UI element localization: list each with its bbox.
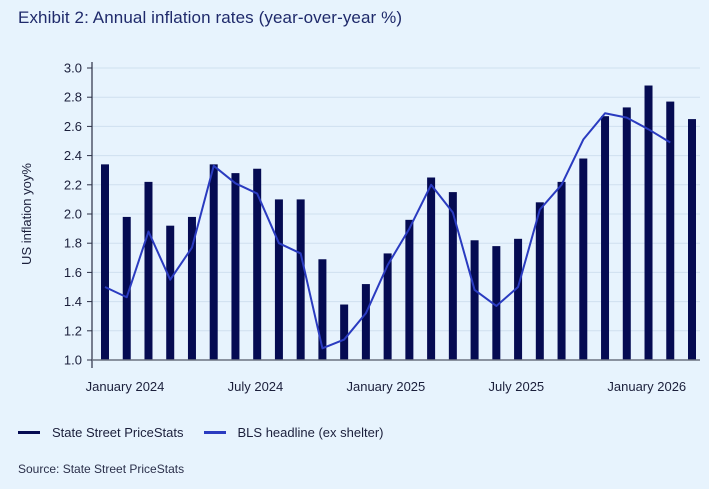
bar xyxy=(666,101,675,360)
bar xyxy=(187,216,196,360)
y-tick-label: 2.4 xyxy=(64,148,82,163)
legend-label: State Street PriceStats xyxy=(52,425,184,440)
source-note: Source: State Street PriceStats xyxy=(18,462,185,476)
y-tick-label: 1.2 xyxy=(64,323,82,338)
bar xyxy=(644,85,653,361)
legend-item-pricestats: State Street PriceStats xyxy=(18,425,184,440)
bar xyxy=(296,199,305,360)
bar xyxy=(492,246,501,360)
x-tick-label: January 2024 xyxy=(86,379,165,394)
y-axis-label: US inflation yoy% xyxy=(19,163,34,265)
bar xyxy=(274,199,283,360)
x-tick-label: July 2024 xyxy=(228,379,284,394)
legend-label: BLS headline (ex shelter) xyxy=(237,425,384,440)
bar xyxy=(557,181,566,360)
bar xyxy=(231,173,240,360)
bar xyxy=(535,202,544,360)
bar xyxy=(622,107,631,360)
legend-item-bls: BLS headline (ex shelter) xyxy=(203,425,384,440)
y-tick-label: 2.6 xyxy=(64,119,82,134)
chart-title: Exhibit 2: Annual inflation rates (year-… xyxy=(18,8,403,27)
line-series xyxy=(104,112,671,350)
bar xyxy=(318,259,327,360)
bar xyxy=(579,158,588,360)
bar xyxy=(514,238,523,360)
y-tick-label: 1.0 xyxy=(64,353,82,368)
bar xyxy=(470,240,479,360)
bar xyxy=(361,284,370,360)
bar xyxy=(427,177,436,360)
bar xyxy=(122,216,131,360)
y-axis-ticks: 1.0 1.2 1.4 1.6 1.8 2.0 2.2 2.4 2.6 2.8 3.0 xyxy=(64,61,92,368)
y-tick-label: 1.4 xyxy=(64,294,82,309)
bar xyxy=(166,225,175,360)
x-tick-label: January 2026 xyxy=(607,379,686,394)
legend-swatch-bars xyxy=(18,431,40,434)
bar xyxy=(601,116,610,361)
axes xyxy=(91,62,700,368)
bar xyxy=(209,164,218,360)
legend: State Street PriceStats BLS headline (ex… xyxy=(18,425,404,440)
y-tick-label: 2.2 xyxy=(64,177,82,192)
bar xyxy=(144,181,153,360)
bar xyxy=(340,304,349,360)
x-axis-ticks: January 2024 July 2024 January 2025 July 20… xyxy=(86,379,687,394)
y-tick-label: 1.8 xyxy=(64,236,82,251)
y-tick-label: 3.0 xyxy=(64,61,82,76)
bar xyxy=(688,119,696,360)
bar xyxy=(448,192,457,360)
x-tick-label: July 2025 xyxy=(489,379,545,394)
gridlines xyxy=(92,67,700,332)
bar-series xyxy=(101,85,696,361)
chart: 1.0 1.2 1.4 1.6 1.8 2.0 2.2 2.4 2.6 2.8 3.0 Januar… xyxy=(19,61,700,394)
y-tick-label: 1.6 xyxy=(64,265,82,280)
x-tick-label: January 2025 xyxy=(346,379,425,394)
bar xyxy=(101,164,109,360)
bar xyxy=(253,168,262,360)
bar xyxy=(383,253,392,360)
y-tick-label: 2.8 xyxy=(64,90,82,105)
legend-swatch-line xyxy=(203,431,226,434)
bar xyxy=(405,219,414,360)
y-tick-label: 2.0 xyxy=(64,207,82,222)
